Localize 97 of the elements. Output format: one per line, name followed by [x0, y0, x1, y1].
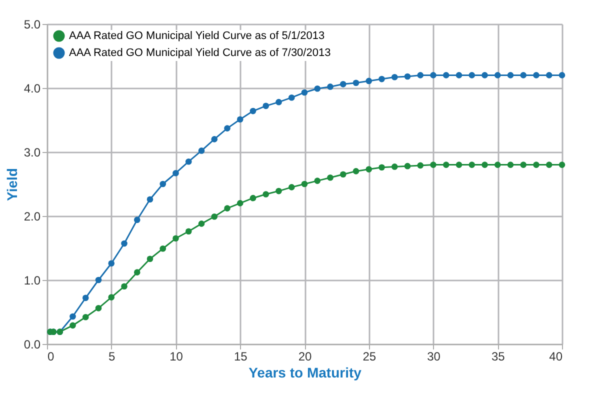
y-tick-label: 0.0	[24, 338, 41, 352]
point	[520, 72, 527, 78]
point	[482, 72, 488, 78]
point	[301, 180, 308, 188]
point	[108, 294, 115, 300]
point	[494, 72, 501, 78]
point	[70, 313, 76, 320]
point	[95, 305, 102, 312]
point	[160, 180, 166, 188]
point	[236, 116, 244, 123]
point	[378, 76, 385, 82]
point	[198, 148, 205, 154]
point	[108, 260, 115, 267]
point	[417, 162, 424, 169]
point	[327, 84, 334, 90]
point	[366, 78, 372, 84]
point	[456, 162, 462, 168]
point	[468, 72, 476, 78]
y-tick-label: 3.0	[24, 146, 41, 160]
point	[391, 74, 398, 80]
point	[82, 314, 89, 320]
point	[327, 174, 334, 181]
point	[224, 205, 230, 212]
point	[262, 191, 270, 198]
point	[185, 228, 192, 235]
point	[507, 162, 514, 168]
x-tick-label: 40	[549, 350, 563, 364]
point	[276, 98, 282, 106]
point	[276, 188, 282, 194]
x-tick-label: 20	[298, 350, 312, 364]
point	[340, 171, 346, 178]
point	[352, 168, 360, 174]
point	[211, 136, 218, 142]
point	[558, 162, 566, 168]
point	[134, 269, 140, 276]
point	[211, 213, 218, 220]
point	[558, 72, 566, 78]
x-tick-label: 0	[48, 350, 54, 364]
point	[430, 162, 436, 168]
point	[352, 80, 360, 86]
point	[468, 162, 476, 168]
legend-label: AAA Rated GO Municipal Yield Curve as of 5/1/2013	[69, 30, 325, 42]
point	[314, 178, 321, 184]
point	[482, 162, 488, 168]
x-axis-title: Years to Maturity	[248, 364, 362, 380]
y-tick-label: 2.0	[24, 210, 41, 224]
point	[442, 162, 450, 168]
point	[546, 162, 552, 168]
point	[224, 125, 230, 132]
y-tick-label: 4.0	[24, 82, 41, 96]
x-tick-label: 35	[491, 350, 506, 364]
point	[250, 194, 256, 202]
point	[250, 108, 256, 114]
x-tick-label: 5	[108, 350, 116, 364]
point	[391, 164, 398, 170]
point	[507, 72, 514, 78]
point	[417, 72, 424, 78]
point	[456, 72, 462, 78]
point	[121, 240, 128, 247]
point	[185, 158, 192, 165]
point	[288, 94, 295, 101]
point	[134, 216, 140, 223]
x-tick-label: 30	[427, 350, 441, 364]
point	[198, 220, 205, 227]
point	[520, 162, 527, 168]
point	[160, 245, 166, 252]
y-axis-title: Yield	[4, 168, 20, 201]
point	[236, 200, 244, 206]
point	[404, 162, 411, 170]
point	[546, 72, 552, 78]
point	[314, 85, 321, 92]
point	[121, 283, 128, 290]
point	[288, 184, 295, 190]
point	[172, 170, 179, 176]
x-tick-label: 25	[362, 350, 376, 364]
point	[404, 73, 411, 80]
x-tick-label: 10	[170, 350, 184, 364]
point	[95, 276, 102, 284]
y-tick-label: 1.0	[24, 274, 41, 288]
point	[82, 294, 89, 302]
point	[533, 162, 540, 168]
point	[146, 256, 154, 262]
point	[172, 235, 179, 242]
point	[146, 196, 154, 203]
point	[494, 162, 501, 168]
point	[70, 322, 76, 329]
point	[533, 72, 540, 78]
point	[378, 164, 385, 171]
point	[366, 166, 372, 172]
y-tick-label: 5.0	[24, 18, 41, 32]
point	[442, 72, 450, 78]
point	[301, 89, 308, 96]
x-tick-label: 15	[234, 350, 248, 364]
point	[262, 102, 270, 110]
point	[340, 81, 346, 88]
legend-label: AAA Rated GO Municipal Yield Curve as of 7/30/2013	[69, 47, 331, 59]
point	[430, 72, 436, 78]
